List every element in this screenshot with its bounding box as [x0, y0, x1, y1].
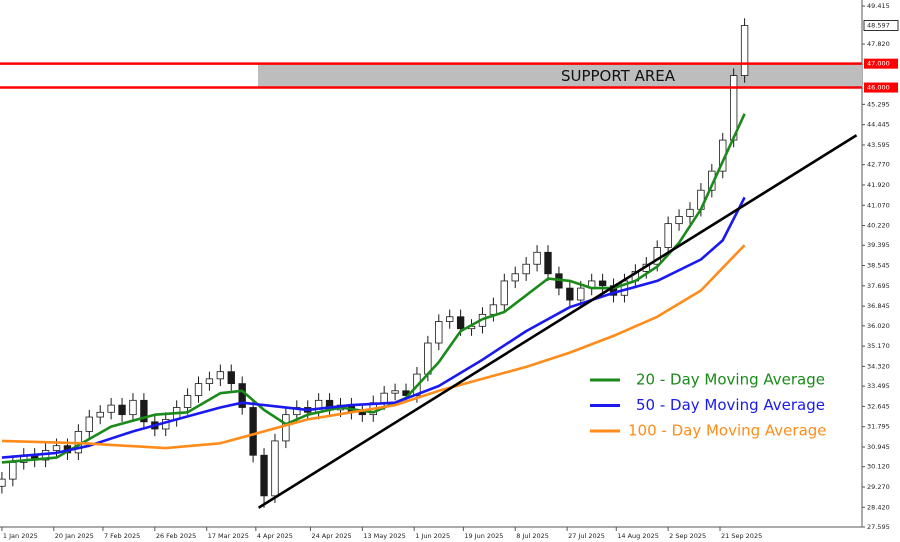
- y-tick-label: 41.070: [867, 201, 890, 209]
- y-tick-label: 37.695: [867, 282, 890, 290]
- support-price-label: 47.000: [867, 60, 890, 68]
- candle-body: [522, 263, 530, 275]
- current-price-box: [863, 20, 899, 31]
- candle-body: [380, 392, 388, 404]
- candle-body: [205, 378, 214, 385]
- candle-body: [740, 25, 749, 76]
- y-tick-label: 30.945: [867, 443, 890, 451]
- candle-body: [391, 390, 399, 394]
- candle-body: [456, 316, 465, 330]
- candle-body: [664, 223, 672, 248]
- candle-body: [675, 216, 683, 225]
- y-tick-label: 27.595: [867, 523, 890, 531]
- x-tick-label: 27 Jul 2025: [568, 532, 605, 540]
- y-tick-label: 29.270: [867, 483, 890, 491]
- candle-body: [566, 287, 574, 301]
- candle-body: [686, 208, 694, 217]
- y-tick-label: 35.170: [867, 342, 890, 350]
- candle-body: [511, 273, 519, 282]
- moving-average-line: [1, 196, 746, 459]
- legend-label: 20 - Day Moving Average: [636, 371, 825, 389]
- candle-body: [194, 383, 203, 396]
- support-price-label: 46.000: [867, 84, 890, 92]
- x-tick-label: 13 May 2025: [363, 532, 405, 540]
- y-tick-label: 42.770: [867, 161, 890, 169]
- candle-body: [183, 395, 192, 408]
- y-tick-label: 47.820: [867, 40, 890, 48]
- y-tick-label: 45.295: [867, 100, 890, 108]
- candle-body: [52, 445, 61, 451]
- x-tick-label: 1 Jun 2025: [415, 532, 450, 540]
- x-tick-label: 4 Apr 2025: [257, 532, 293, 540]
- candle-body: [271, 440, 279, 497]
- y-tick-label: 43.595: [867, 141, 890, 149]
- candle-body: [118, 404, 126, 416]
- candle-body: [107, 404, 115, 413]
- x-tick-label: 21 Sep 2025: [721, 532, 762, 540]
- y-tick-label: 36.845: [867, 302, 890, 310]
- candle-body: [533, 251, 541, 265]
- candle-body: [358, 411, 367, 416]
- support-band: [258, 63, 862, 88]
- candle-body: [216, 371, 225, 380]
- moving-average-line: [1, 244, 746, 450]
- candle-body: [96, 411, 104, 418]
- candle-body: [140, 399, 148, 423]
- candle-body: [0, 478, 6, 487]
- moving-average-line: [1, 113, 746, 464]
- x-tick-label: 20 Jan 2025: [55, 532, 94, 540]
- x-tick-label: 8 Jul 2025: [516, 532, 549, 540]
- y-tick-label: 40.220: [867, 222, 890, 230]
- legend-label: 50 - Day Moving Average: [636, 396, 825, 414]
- y-tick-label: 34.320: [867, 362, 890, 370]
- x-tick-label: 14 Aug 2025: [617, 532, 659, 540]
- trendline: [257, 134, 858, 509]
- x-tick-label: 26 Feb 2025: [156, 532, 196, 540]
- support-label: SUPPORT AREA: [561, 67, 676, 85]
- y-tick-label: 36.020: [867, 322, 890, 330]
- x-tick-label: 2 Sep 2025: [669, 532, 706, 540]
- y-tick-label: 38.545: [867, 262, 890, 270]
- current-price-label: 48.597: [867, 22, 890, 30]
- candle-body: [500, 280, 508, 306]
- candle-body: [544, 251, 552, 275]
- candle-body: [598, 280, 607, 287]
- x-tick-label: 24 Apr 2025: [311, 532, 351, 540]
- y-tick-label: 41.920: [867, 181, 890, 189]
- candle-body: [446, 316, 454, 322]
- y-tick-label: 33.495: [867, 382, 890, 390]
- x-tick-label: 7 Feb 2025: [104, 532, 140, 540]
- y-tick-label: 49.415: [867, 2, 890, 10]
- support-price-box: [864, 82, 898, 93]
- x-tick-label: 1 Jan 2025: [3, 532, 38, 540]
- candle-body: [653, 247, 661, 265]
- candle-body: [227, 371, 235, 385]
- candle-body: [489, 304, 498, 315]
- y-tick-label: 39.395: [867, 241, 890, 249]
- y-tick-label: 28.420: [867, 503, 890, 511]
- support-price-box: [864, 58, 898, 69]
- candle-body: [282, 414, 290, 442]
- candle-body: [435, 321, 443, 344]
- candle-body: [85, 416, 93, 432]
- candle-body: [238, 383, 246, 408]
- y-tick-label: 32.645: [867, 402, 890, 410]
- candle-body: [260, 454, 268, 497]
- y-tick-label: 44.445: [867, 121, 890, 129]
- y-tick-label: 30.120: [867, 463, 890, 471]
- candle-body: [577, 287, 585, 301]
- candle-body: [249, 407, 257, 456]
- legend-label: 100 - Day Moving Average: [628, 422, 827, 440]
- x-tick-label: 19 Jun 2025: [464, 532, 503, 540]
- y-tick-label: 31.795: [867, 423, 890, 431]
- candle-body: [9, 462, 17, 480]
- candle-body: [129, 399, 137, 416]
- x-tick-label: 17 Mar 2025: [208, 532, 249, 540]
- candle-body: [424, 342, 432, 375]
